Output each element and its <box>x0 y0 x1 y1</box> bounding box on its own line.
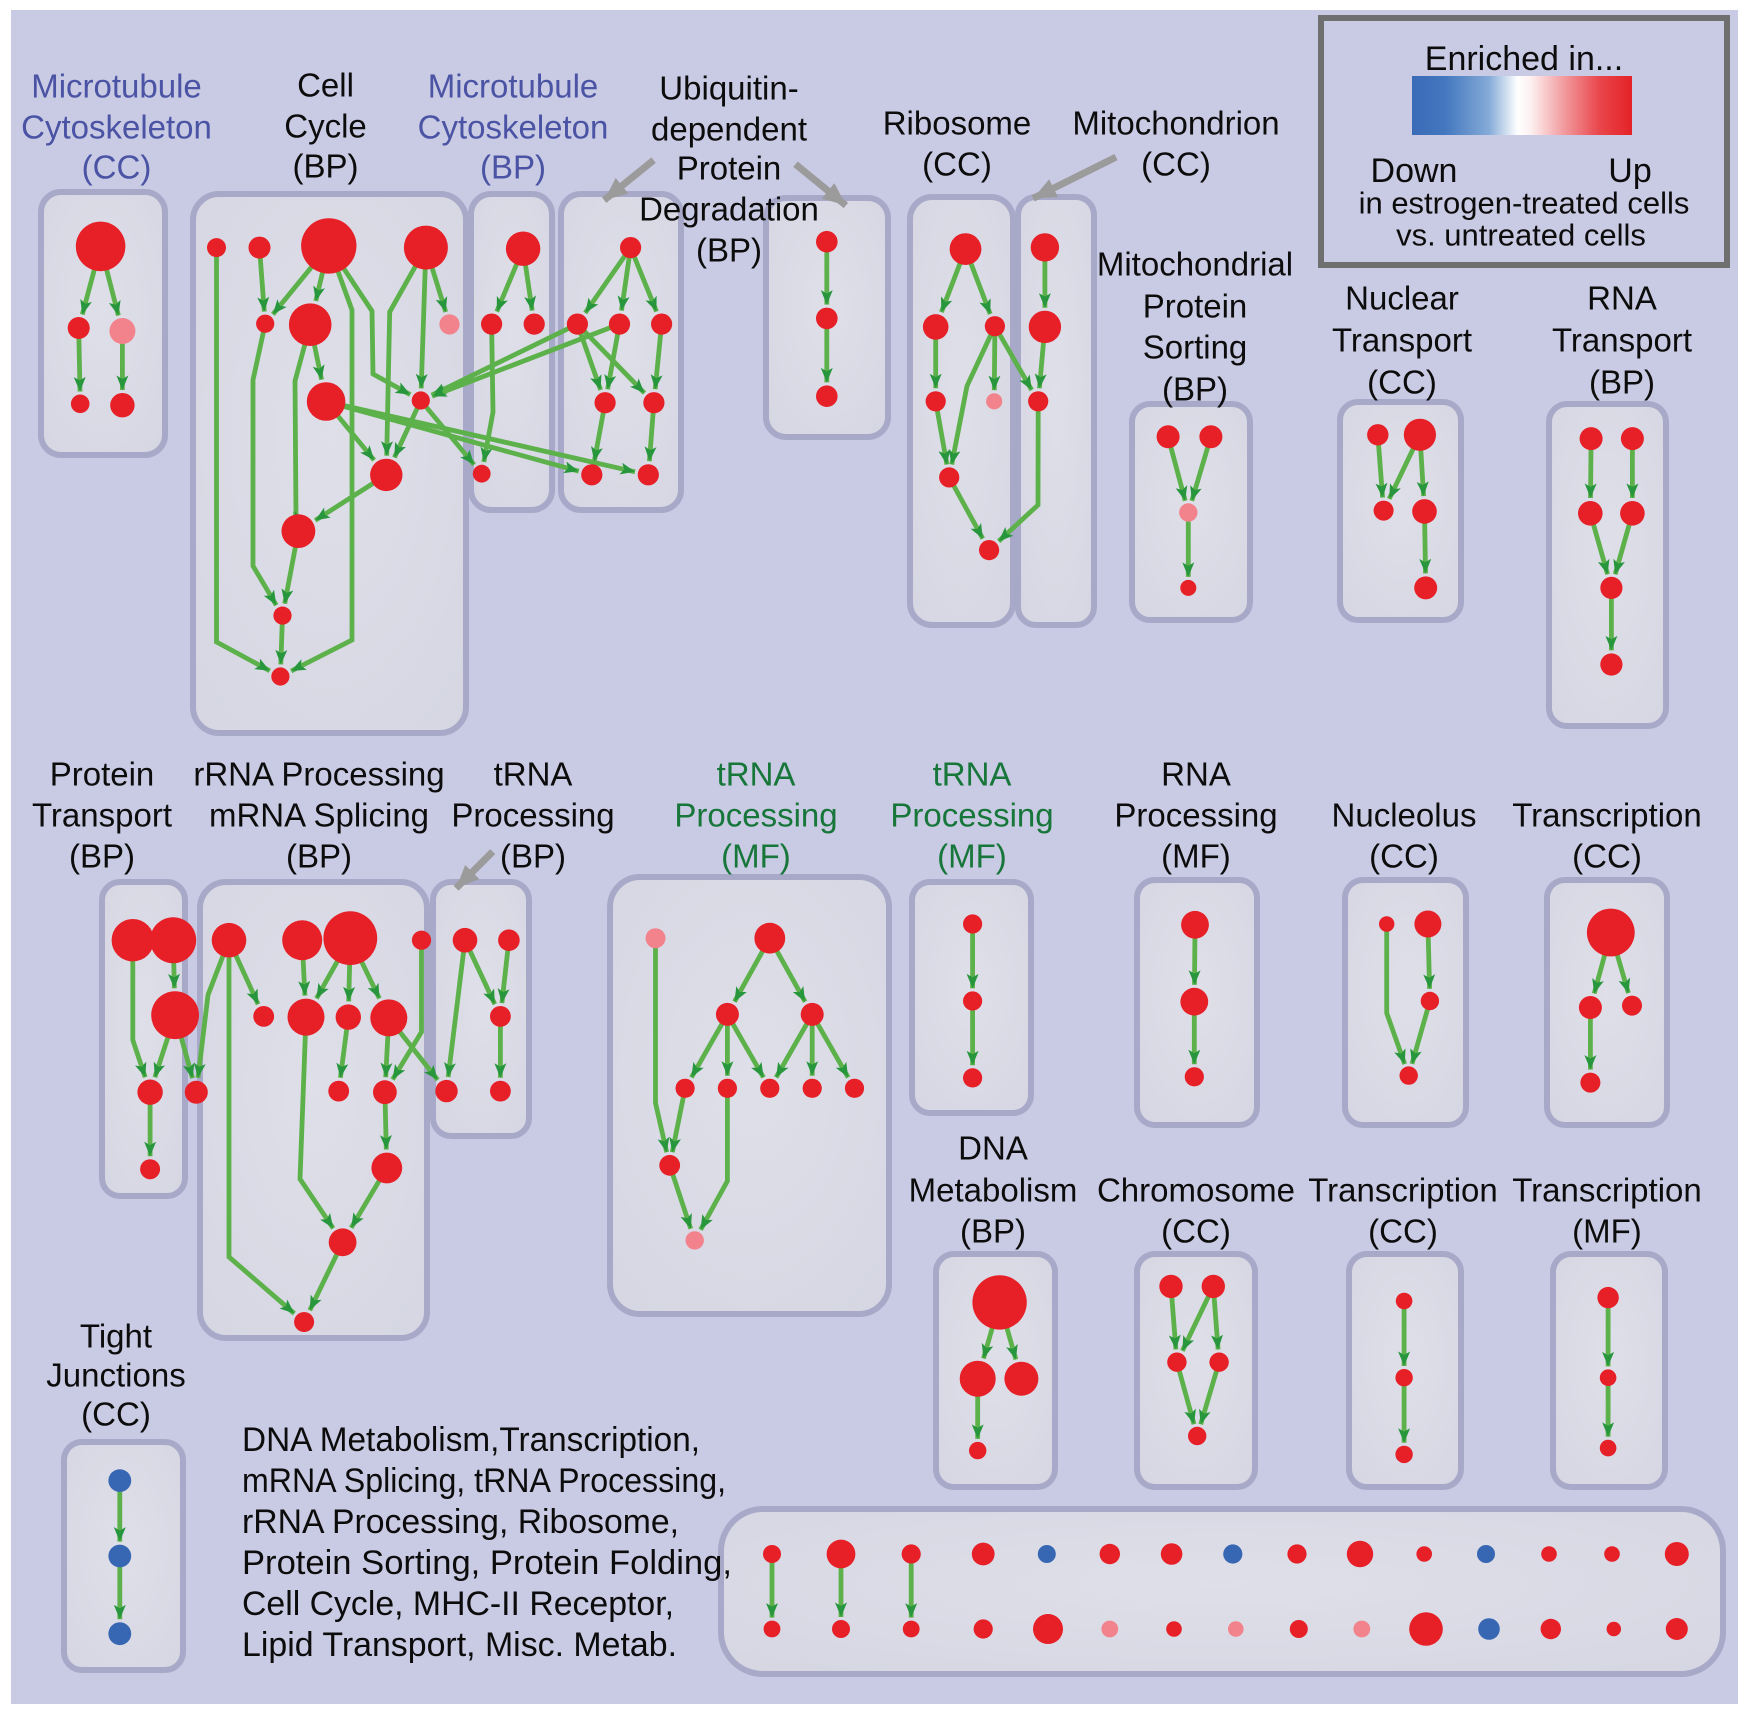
svg-text:Metabolism: Metabolism <box>909 1172 1078 1209</box>
svg-text:(CC): (CC) <box>1141 146 1211 183</box>
svg-text:Down: Down <box>1371 152 1458 190</box>
svg-text:(BP): (BP) <box>286 838 352 875</box>
svg-text:Transport: Transport <box>32 797 172 834</box>
svg-text:Processing: Processing <box>890 797 1053 834</box>
svg-text:(CC): (CC) <box>81 1396 151 1433</box>
svg-text:(MF): (MF) <box>721 838 791 875</box>
svg-text:Transcription: Transcription <box>1512 797 1702 834</box>
svg-text:(BP): (BP) <box>960 1213 1026 1250</box>
svg-text:Processing: Processing <box>451 797 614 834</box>
svg-text:(BP): (BP) <box>1589 364 1655 401</box>
svg-text:Mitochondrial: Mitochondrial <box>1097 246 1293 283</box>
svg-text:(MF): (MF) <box>937 838 1007 875</box>
svg-text:DNA: DNA <box>958 1130 1028 1167</box>
svg-text:Ubiquitin-: Ubiquitin- <box>659 70 798 107</box>
svg-text:Microtubule: Microtubule <box>31 68 202 105</box>
svg-text:(CC): (CC) <box>922 146 992 183</box>
svg-text:Enriched in...: Enriched in... <box>1425 40 1623 78</box>
svg-text:vs. untreated cells: vs. untreated cells <box>1396 218 1646 253</box>
svg-text:Transcription: Transcription <box>1512 1172 1702 1209</box>
svg-text:DNA Metabolism,Transcription,: DNA Metabolism,Transcription, <box>242 1421 700 1459</box>
svg-text:(CC): (CC) <box>1367 364 1437 401</box>
svg-text:Protein: Protein <box>50 756 155 793</box>
svg-text:rRNA Processing, Ribosome,: rRNA Processing, Ribosome, <box>242 1503 679 1541</box>
svg-text:(MF): (MF) <box>1572 1213 1642 1250</box>
svg-text:Processing: Processing <box>674 797 837 834</box>
svg-text:Nuclear: Nuclear <box>1345 280 1459 317</box>
svg-text:Mitochondrion: Mitochondrion <box>1072 105 1279 142</box>
svg-text:tRNA: tRNA <box>494 756 573 793</box>
svg-text:(CC): (CC) <box>1369 838 1439 875</box>
svg-text:Protein: Protein <box>1143 288 1248 325</box>
svg-text:Lipid Transport, Misc. Metab.: Lipid Transport, Misc. Metab. <box>242 1626 677 1664</box>
svg-text:Transport: Transport <box>1552 322 1692 359</box>
svg-text:in estrogen-treated cells: in estrogen-treated cells <box>1359 186 1690 221</box>
svg-text:(BP): (BP) <box>69 838 135 875</box>
svg-text:(CC): (CC) <box>1161 1213 1231 1250</box>
svg-text:Transcription: Transcription <box>1308 1172 1498 1209</box>
svg-text:Cell: Cell <box>297 67 354 104</box>
svg-text:(CC): (CC) <box>1572 838 1642 875</box>
svg-text:Degradation: Degradation <box>639 191 819 228</box>
svg-text:Microtubule: Microtubule <box>428 68 599 105</box>
svg-text:(CC): (CC) <box>1368 1213 1438 1250</box>
svg-text:(BP): (BP) <box>480 149 546 186</box>
svg-text:(BP): (BP) <box>293 148 359 185</box>
svg-text:Cycle: Cycle <box>284 108 367 145</box>
svg-text:tRNA: tRNA <box>717 756 796 793</box>
svg-text:(BP): (BP) <box>696 232 762 269</box>
svg-text:Chromosome: Chromosome <box>1097 1172 1295 1209</box>
svg-text:Junctions: Junctions <box>46 1357 185 1394</box>
svg-text:mRNA Splicing, tRNA Processing: mRNA Splicing, tRNA Processing, <box>242 1462 726 1500</box>
svg-text:Tight: Tight <box>80 1318 152 1355</box>
svg-text:(BP): (BP) <box>1162 371 1228 408</box>
svg-text:rRNA Processing: rRNA Processing <box>193 756 444 793</box>
svg-text:(BP): (BP) <box>500 838 566 875</box>
svg-text:Protein: Protein <box>677 150 782 187</box>
svg-text:Cytoskeleton: Cytoskeleton <box>418 109 609 146</box>
svg-text:Processing: Processing <box>1114 797 1277 834</box>
svg-text:(CC): (CC) <box>82 149 152 186</box>
svg-text:Cell Cycle, MHC-II Receptor,: Cell Cycle, MHC-II Receptor, <box>242 1585 674 1623</box>
svg-text:RNA: RNA <box>1587 280 1657 317</box>
svg-text:tRNA: tRNA <box>933 756 1012 793</box>
svg-text:mRNA Splicing: mRNA Splicing <box>209 797 429 834</box>
svg-text:Sorting: Sorting <box>1143 329 1248 366</box>
svg-text:Transport: Transport <box>1332 322 1472 359</box>
svg-text:Protein Sorting, Protein Foldi: Protein Sorting, Protein Folding, <box>242 1544 732 1582</box>
svg-text:Nucleolus: Nucleolus <box>1332 797 1477 834</box>
svg-text:(MF): (MF) <box>1161 838 1231 875</box>
svg-text:RNA: RNA <box>1161 756 1231 793</box>
svg-text:Up: Up <box>1608 152 1651 190</box>
svg-text:Ribosome: Ribosome <box>883 105 1032 142</box>
svg-text:Cytoskeleton: Cytoskeleton <box>21 109 212 146</box>
svg-text:dependent: dependent <box>651 111 807 148</box>
